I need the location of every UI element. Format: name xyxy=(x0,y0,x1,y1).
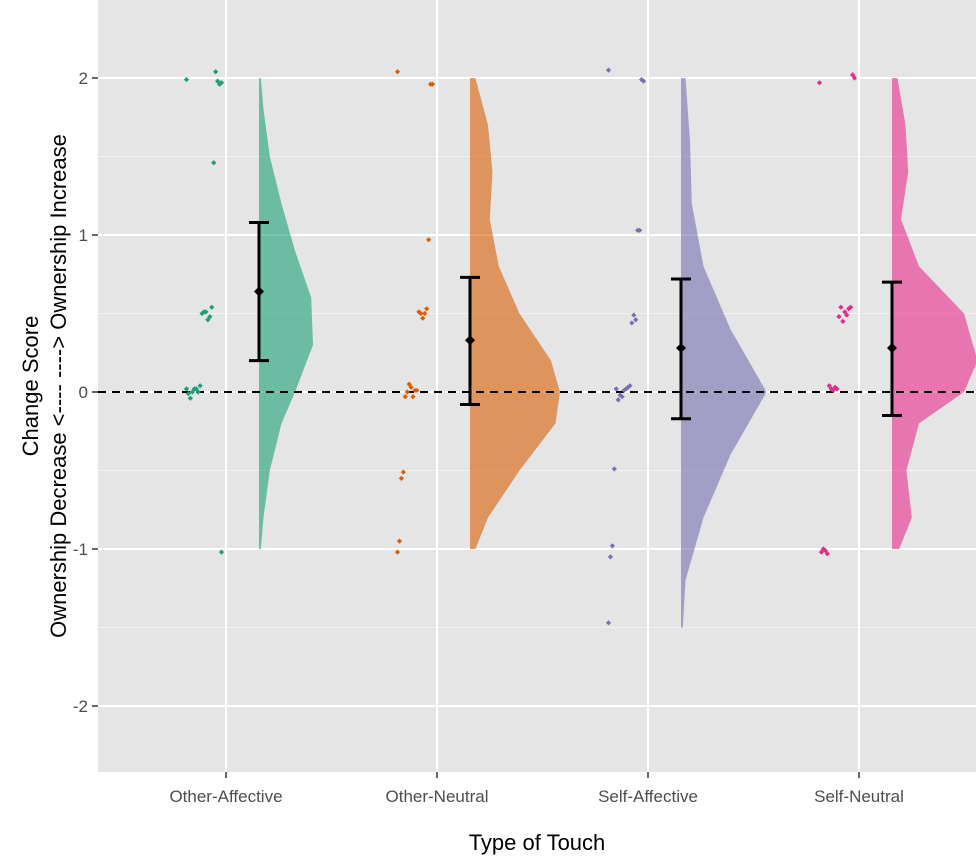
y-tick-label: 2 xyxy=(79,69,88,88)
mean-marker-self-neutral xyxy=(887,343,897,354)
data-point-self-affective xyxy=(629,320,635,326)
y-axis-title-line-1: Change Score xyxy=(18,316,43,457)
data-point-self-neutral xyxy=(851,75,858,81)
data-point-self-affective xyxy=(615,397,621,403)
data-point-self-affective xyxy=(625,384,631,390)
data-point-other-neutral xyxy=(394,69,401,75)
data-point-self-neutral xyxy=(849,72,856,78)
data-point-self-neutral xyxy=(838,304,844,310)
data-point-other-affective xyxy=(183,76,190,83)
data-point-other-affective xyxy=(218,549,225,555)
data-point-other-affective xyxy=(183,386,190,392)
data-point-other-neutral xyxy=(406,381,412,387)
data-point-other-affective xyxy=(185,390,192,397)
data-point-self-affective xyxy=(613,386,619,392)
data-point-other-neutral xyxy=(410,394,416,400)
data-point-other-neutral xyxy=(420,315,426,321)
data-point-self-affective xyxy=(605,620,612,626)
data-point-self-neutral xyxy=(822,547,828,554)
y-tick-label: -1 xyxy=(73,540,88,559)
data-point-self-neutral xyxy=(848,304,854,310)
data-point-self-affective xyxy=(605,67,612,73)
data-point-self-affective xyxy=(611,466,617,472)
mean-marker-self-affective xyxy=(676,343,686,354)
mean-marker-other-affective xyxy=(254,286,264,297)
data-point-other-neutral xyxy=(422,310,428,317)
data-point-self-neutral xyxy=(844,312,850,318)
x-tick-label-other-affective: Other-Affective xyxy=(169,787,282,806)
data-point-other-affective xyxy=(211,160,217,166)
data-point-self-neutral xyxy=(836,314,842,320)
data-point-self-affective xyxy=(627,383,633,389)
data-point-self-neutral xyxy=(846,306,852,312)
data-point-other-neutral xyxy=(396,538,403,544)
data-point-self-neutral xyxy=(816,80,823,86)
x-tick-label-self-affective: Self-Affective xyxy=(598,787,698,806)
data-point-self-neutral xyxy=(832,384,838,390)
x-tick-label-other-neutral: Other-Neutral xyxy=(386,787,489,806)
x-axis-ticks: Other-Affective Other-Neutral Self-Affecti… xyxy=(169,772,904,806)
data-point-other-affective xyxy=(191,386,197,392)
data-point-self-neutral xyxy=(828,386,834,392)
density-cloud-other-neutral xyxy=(470,78,560,549)
mean-error-bars xyxy=(249,220,902,421)
data-point-self-neutral xyxy=(840,318,846,324)
jittered-points xyxy=(183,67,858,626)
data-point-self-neutral xyxy=(820,546,826,552)
data-point-other-neutral xyxy=(424,306,430,312)
data-point-other-affective xyxy=(205,317,211,323)
data-point-other-affective xyxy=(213,69,219,75)
data-point-self-affective xyxy=(633,317,639,323)
mean-marker-other-neutral xyxy=(465,335,475,346)
data-point-self-neutral xyxy=(818,549,825,555)
data-point-self-affective xyxy=(631,312,637,318)
data-point-self-affective xyxy=(623,386,629,392)
y-axis-ticks: -2 -1 0 1 2 xyxy=(73,69,98,716)
y-axis-title: Change Score Ownership Decrease <---- --… xyxy=(18,134,71,638)
data-point-other-affective xyxy=(215,78,221,84)
data-point-other-neutral xyxy=(427,81,434,87)
data-point-self-neutral xyxy=(826,383,832,389)
density-cloud-self-affective xyxy=(681,78,767,628)
data-point-self-neutral xyxy=(842,309,848,315)
data-point-other-affective xyxy=(216,81,223,87)
data-point-other-affective xyxy=(189,389,195,395)
data-point-other-neutral xyxy=(408,384,414,390)
x-axis-title: Type of Touch xyxy=(469,830,606,855)
data-point-self-affective xyxy=(640,78,647,84)
data-point-self-affective xyxy=(607,554,614,560)
data-point-self-affective xyxy=(609,543,615,549)
data-point-self-affective xyxy=(638,76,645,83)
data-point-self-affective xyxy=(617,392,623,398)
density-cloud-self-neutral xyxy=(892,78,976,549)
data-point-other-affective xyxy=(199,310,205,317)
data-point-other-affective xyxy=(209,304,215,310)
density-cloud-other-affective xyxy=(259,78,313,549)
data-point-other-neutral xyxy=(398,475,404,481)
data-point-other-affective xyxy=(187,395,193,401)
data-point-other-neutral xyxy=(416,309,422,315)
y-axis-title-line-2: Ownership Decrease <---- ----> Ownership… xyxy=(46,134,71,638)
data-point-self-affective xyxy=(635,227,641,233)
data-point-other-neutral xyxy=(402,394,408,400)
density-clouds xyxy=(259,78,976,628)
y-tick-label: 0 xyxy=(79,383,88,402)
data-point-other-neutral xyxy=(404,389,410,395)
data-point-self-neutral xyxy=(824,551,830,557)
data-point-other-neutral xyxy=(394,549,401,555)
data-point-self-affective xyxy=(621,387,627,394)
data-point-other-neutral xyxy=(426,237,432,243)
x-tick-label-self-neutral: Self-Neutral xyxy=(814,787,904,806)
data-point-self-affective xyxy=(619,394,625,400)
y-tick-label: -2 xyxy=(73,697,88,716)
y-tick-label: 1 xyxy=(79,226,88,245)
data-point-other-neutral xyxy=(412,387,418,394)
data-point-other-neutral xyxy=(400,469,406,475)
data-point-other-affective xyxy=(197,383,203,389)
